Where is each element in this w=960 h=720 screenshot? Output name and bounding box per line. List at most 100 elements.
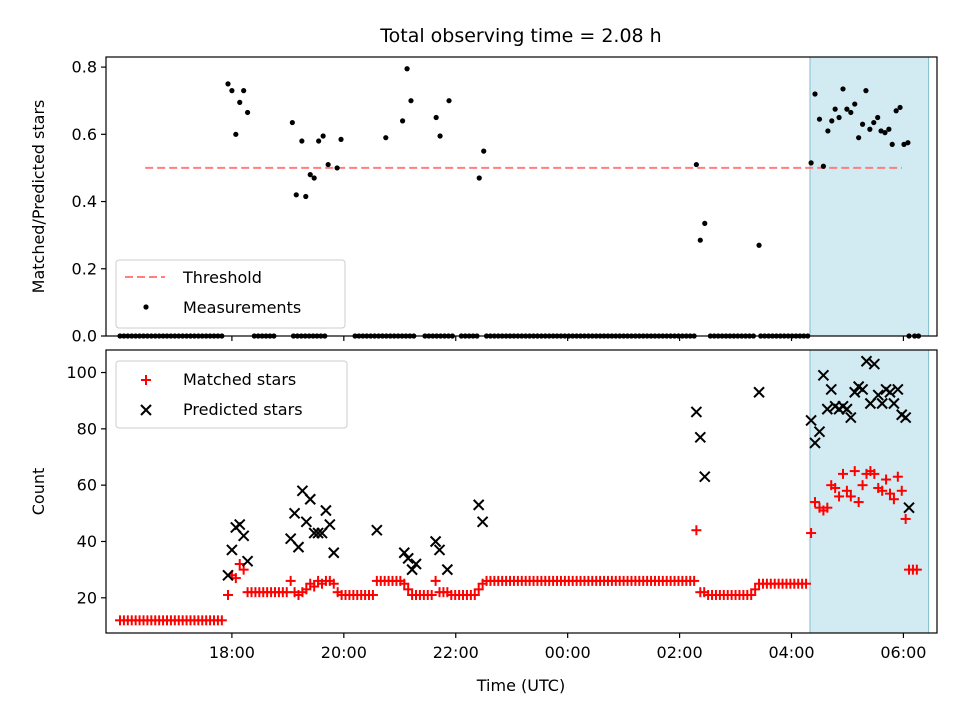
data-point — [325, 161, 331, 168]
data-point — [693, 161, 699, 168]
data-point — [849, 386, 861, 398]
data-point — [320, 504, 332, 517]
data-point — [829, 118, 835, 124]
data-point — [750, 584, 761, 595]
observing-window-span-bottom — [809, 349, 930, 634]
data-point-b — [841, 403, 853, 415]
data-point — [845, 411, 857, 424]
count-points — [114, 355, 922, 626]
data-point — [426, 589, 437, 600]
data-point-b — [872, 389, 884, 401]
data-point-b — [222, 569, 234, 581]
x-tick-label: 18:00 — [209, 643, 255, 662]
data-point — [304, 493, 316, 505]
panel-count: 20 40 60 80 100 18:00 20:00 22:00 00:00 02:00 04:0… — [29, 349, 938, 695]
legend-threshold-label: Threshold — [182, 268, 262, 287]
data-point — [834, 491, 845, 502]
data-point — [756, 242, 762, 248]
data-point-b — [433, 544, 446, 556]
y-tick-label: 0.2 — [72, 259, 97, 278]
data-point — [753, 386, 765, 398]
data-point — [852, 101, 858, 107]
data-point-b — [241, 555, 254, 567]
data-point — [869, 468, 880, 479]
data-point — [691, 525, 702, 536]
data-point — [476, 516, 489, 528]
data-point — [311, 175, 317, 181]
data-point-b — [892, 383, 904, 396]
data-point — [433, 114, 439, 121]
data-point — [320, 133, 326, 139]
data-point — [299, 138, 305, 144]
data-point — [911, 564, 922, 575]
data-point-b — [292, 541, 305, 553]
data-point-b — [809, 437, 821, 449]
data-point — [813, 425, 826, 438]
data-point — [399, 118, 406, 124]
bottom-axis-ticks: 20 40 60 80 100 18:00 20:00 22:00 00:00 02:00 04:0… — [66, 363, 926, 662]
data-point — [406, 563, 418, 576]
data-point-b — [402, 552, 414, 565]
data-point — [437, 133, 443, 139]
data-point-b — [825, 383, 837, 396]
legend-predicted-swatch — [140, 404, 152, 416]
data-point-b — [312, 527, 324, 539]
y-tick-label: 0.0 — [72, 327, 97, 346]
legend-matched-swatch — [141, 375, 151, 385]
data-point — [856, 135, 862, 141]
data-point — [328, 547, 340, 559]
data-point — [312, 527, 324, 539]
data-point-b — [406, 563, 418, 576]
data-point-b — [699, 471, 711, 483]
data-point — [301, 584, 312, 595]
data-point — [900, 513, 911, 524]
data-point — [398, 547, 410, 559]
x-tick-label: 02:00 — [657, 643, 703, 662]
data-point — [222, 569, 234, 581]
data-point — [899, 411, 912, 424]
data-point — [867, 126, 873, 132]
data-point — [841, 485, 852, 496]
data-point — [884, 386, 896, 398]
x-tick-label: 22:00 — [433, 643, 479, 662]
data-point — [821, 403, 834, 415]
legend-predicted-label: Predicted stars — [183, 400, 303, 419]
data-point — [293, 192, 299, 198]
data-point-b — [410, 558, 422, 570]
data-point-b — [226, 544, 238, 556]
observing-window-span — [809, 56, 930, 337]
data-point-b — [753, 386, 765, 398]
data-point-b — [884, 386, 896, 398]
x-tick-label: 06:00 — [880, 643, 926, 662]
data-point — [863, 88, 869, 94]
data-point — [836, 114, 842, 121]
data-point — [857, 480, 868, 491]
legend-measurements-label: Measurements — [183, 298, 301, 317]
y-tick-label: 0.4 — [72, 192, 97, 211]
data-point — [300, 516, 313, 528]
data-point — [241, 555, 254, 567]
data-point — [816, 116, 823, 122]
data-point — [237, 530, 250, 542]
data-point — [469, 589, 480, 600]
data-point-b — [856, 383, 869, 396]
data-point — [820, 163, 827, 169]
data-point — [888, 494, 899, 505]
data-point — [367, 589, 378, 600]
data-point — [429, 535, 442, 548]
data-point — [433, 544, 446, 556]
data-point — [237, 99, 243, 105]
data-point-b — [694, 431, 706, 444]
data-point — [408, 98, 414, 104]
data-point — [853, 497, 864, 508]
x-tick-label: 00:00 — [545, 643, 591, 662]
data-point-b — [300, 516, 313, 528]
data-point-b — [690, 406, 703, 418]
data-point — [844, 106, 850, 112]
data-point — [288, 507, 301, 520]
data-point — [825, 383, 837, 396]
data-point — [845, 491, 856, 502]
data-point — [892, 383, 904, 396]
data-point-b — [805, 414, 817, 427]
